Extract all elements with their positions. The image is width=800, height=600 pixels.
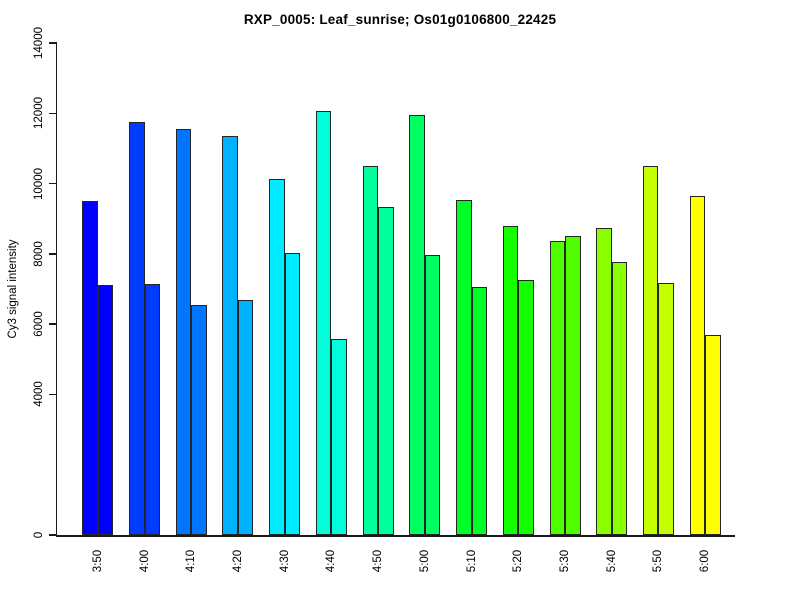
bar [97,285,114,535]
y-tick-label: 4000 [33,381,45,408]
bar [518,279,534,535]
y-tick-mark [48,534,56,536]
bar [642,166,659,535]
bar [549,240,565,535]
y-axis-title: Cy3 signal intensity [7,239,19,339]
x-tick-label: 4:30 [278,549,291,573]
bar [378,207,394,535]
y-tick-label: 10000 [33,167,45,200]
bar [237,299,254,535]
bar [175,128,192,535]
bar [565,236,581,535]
y-axis-line [55,42,57,537]
bar [502,226,519,535]
x-tick-label: 4:10 [185,549,198,573]
y-tick-mark [48,323,56,325]
bar [611,261,628,535]
x-tick-label: 3:50 [91,549,104,573]
x-tick-label: 5:00 [418,549,431,573]
bar [705,335,721,535]
bar [315,110,332,535]
y-tick-mark [48,42,56,44]
x-tick-label: 5:10 [465,549,478,573]
y-tick-label: 0 [33,531,45,539]
x-tick-label: 4:50 [372,549,385,573]
y-tick-label: 14000 [33,27,45,59]
bar [471,287,488,535]
bar [331,339,347,535]
bar [689,195,706,535]
y-tick-label: 12000 [33,97,45,130]
x-tick-label: 4:00 [138,549,151,573]
bar [144,284,161,535]
bar [191,304,207,535]
x-tick-label: 4:40 [325,549,338,573]
y-tick-mark [48,182,56,185]
bar [284,253,301,535]
bar [596,227,612,535]
bar [424,254,441,535]
bar [409,115,425,535]
chart-title: RXP_0005: Leaf_sunrise; Os01g0106800_224… [243,12,557,27]
x-tick-label: 5:30 [559,549,571,573]
bar [456,200,472,535]
x-axis-line [55,535,735,537]
x-tick-label: 5:20 [512,549,525,573]
y-tick-mark [48,253,56,255]
x-tick-label: 4:20 [231,549,244,573]
y-tick-mark [48,393,56,396]
y-tick-label: 8000 [33,241,45,267]
bar [362,166,379,535]
x-tick-label: 5:50 [652,549,665,573]
bar [129,121,145,535]
bar [269,179,285,535]
bar [222,135,238,535]
y-tick-mark [48,112,56,115]
y-tick-label: 6000 [33,311,45,337]
bar [658,282,674,535]
x-tick-label: 5:40 [605,549,618,573]
x-tick-label: 6:00 [699,549,712,573]
bar [82,201,98,535]
